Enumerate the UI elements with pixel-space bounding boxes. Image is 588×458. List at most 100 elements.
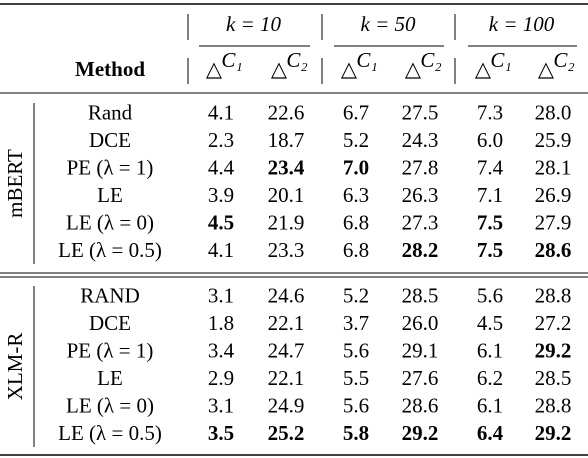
cell: 29.2	[535, 421, 572, 445]
cell: 5.6	[343, 339, 369, 363]
cell: 6.3	[343, 183, 369, 207]
cell: 7.0	[343, 156, 369, 180]
cell: 4.5	[208, 211, 234, 235]
cell: 6.2	[477, 366, 503, 390]
cell: 5.5	[343, 366, 369, 390]
cell: 28.6	[402, 394, 439, 418]
cell: 6.1	[477, 394, 503, 418]
cell: 26.0	[402, 311, 439, 335]
cell: 4.4	[208, 156, 235, 180]
group-header: k = 50	[361, 12, 416, 36]
cell: 3.1	[208, 394, 234, 418]
cell: 28.5	[535, 366, 572, 390]
cell: 2.3	[208, 128, 234, 152]
method-name: PE (λ = 1)	[67, 156, 154, 180]
cell: 26.9	[535, 183, 572, 207]
column-sup: C₁	[356, 48, 377, 72]
column-symbol: △	[405, 57, 422, 81]
cell: 22.1	[268, 311, 305, 335]
cell: 7.3	[477, 101, 503, 125]
method-header: Method	[75, 57, 145, 81]
cell: 20.1	[268, 183, 305, 207]
column-symbol: △	[341, 57, 358, 81]
cell: 7.5	[477, 211, 503, 235]
column-sup: C₂	[553, 48, 574, 72]
cell: 3.5	[208, 421, 234, 445]
cell: 7.1	[477, 183, 503, 207]
cell: 29.2	[402, 421, 439, 445]
cell: 29.1	[402, 339, 439, 363]
cell: 24.9	[268, 394, 305, 418]
column-sup: C₁	[490, 48, 511, 72]
cell: 5.2	[343, 128, 369, 152]
cell: 25.9	[535, 128, 572, 152]
cell: 28.8	[535, 394, 572, 418]
cell: 27.6	[402, 366, 439, 390]
cell: 24.6	[268, 284, 305, 308]
cell: 28.5	[402, 284, 439, 308]
section-label: mBERT	[3, 149, 27, 218]
cell: 3.7	[343, 311, 369, 335]
cell: 6.7	[343, 101, 369, 125]
cell: 28.1	[535, 156, 572, 180]
cell: 18.7	[268, 128, 305, 152]
method-name: LE	[97, 366, 123, 390]
cell: 27.5	[402, 101, 439, 125]
cell: 5.6	[343, 394, 369, 418]
cell: 26.3	[402, 183, 439, 207]
group-header: k = 100	[489, 12, 555, 36]
cell: 21.9	[268, 211, 305, 235]
section-label: XLM-R	[3, 333, 27, 401]
cell: 24.3	[402, 128, 439, 152]
cell: 6.8	[343, 211, 369, 235]
method-name: LE (λ = 0.5)	[58, 421, 162, 445]
column-sup: C₁	[221, 48, 242, 72]
cell: 23.3	[268, 238, 305, 262]
cell: 1.8	[208, 311, 234, 335]
cell: 27.8	[402, 156, 439, 180]
cell: 27.9	[535, 211, 572, 235]
cell: 7.5	[477, 238, 503, 262]
cell: 2.9	[208, 366, 234, 390]
method-name: RAND	[80, 284, 140, 308]
cell: 5.2	[343, 284, 369, 308]
column-sup: C₂	[286, 48, 307, 72]
cell: 25.2	[268, 421, 305, 445]
cell: 6.1	[477, 339, 503, 363]
cell: 5.8	[343, 421, 369, 445]
method-name: DCE	[89, 311, 131, 335]
cell: 28.8	[535, 284, 572, 308]
cell: 27.3	[402, 211, 439, 235]
cell: 4.5	[477, 311, 503, 335]
method-name: LE (λ = 0)	[66, 394, 154, 418]
group-header: k = 10	[226, 12, 281, 36]
method-name: DCE	[89, 128, 131, 152]
cell: 23.4	[268, 156, 305, 180]
cell: 5.6	[477, 284, 503, 308]
cell: 4.1	[208, 238, 234, 262]
cell: 7.4	[477, 156, 504, 180]
method-name: LE (λ = 0)	[66, 211, 154, 235]
cell: 3.1	[208, 284, 234, 308]
cell: 4.1	[208, 101, 234, 125]
cell: 27.2	[535, 311, 572, 335]
cell: 28.6	[535, 238, 572, 262]
column-symbol: △	[271, 57, 288, 81]
cell: 29.2	[535, 339, 572, 363]
cell: 6.8	[343, 238, 369, 262]
method-name: PE (λ = 1)	[67, 339, 154, 363]
cell: 22.6	[268, 101, 305, 125]
cell: 22.1	[268, 366, 305, 390]
cell: 28.2	[402, 238, 439, 262]
column-symbol: △	[538, 57, 555, 81]
method-name: LE (λ = 0.5)	[58, 238, 162, 262]
column-symbol: △	[475, 57, 492, 81]
cell: 6.4	[477, 421, 504, 445]
cell: 24.7	[268, 339, 305, 363]
cell: 3.4	[208, 339, 235, 363]
cell: 6.0	[477, 128, 503, 152]
method-name: LE	[97, 183, 123, 207]
column-symbol: △	[206, 57, 223, 81]
cell: 28.0	[535, 101, 572, 125]
